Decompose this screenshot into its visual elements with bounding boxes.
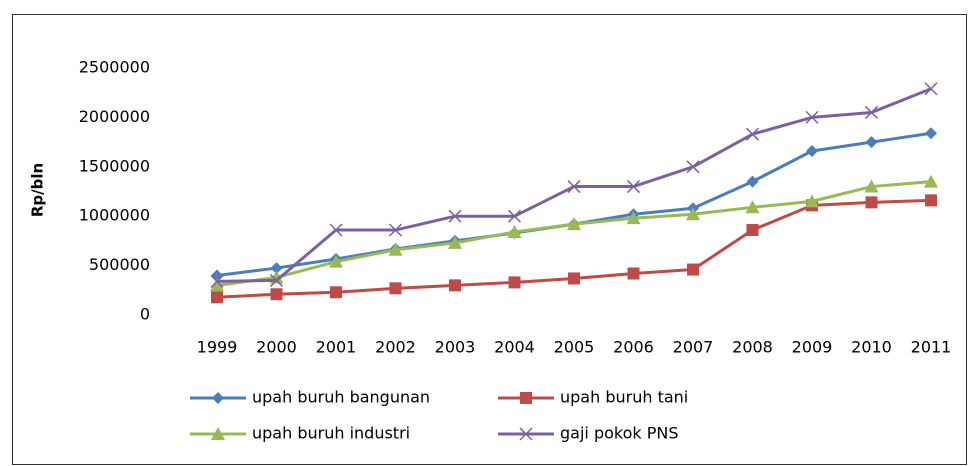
marker <box>626 211 641 225</box>
marker <box>210 274 224 288</box>
marker <box>864 179 879 193</box>
marker <box>270 288 283 301</box>
x-tick-label: 1999 <box>197 338 238 357</box>
marker <box>687 263 699 276</box>
x-tick-label: 2005 <box>554 338 595 357</box>
marker <box>568 272 580 285</box>
marker <box>211 427 225 440</box>
marker <box>270 262 283 275</box>
marker <box>448 235 462 249</box>
legend-label: upah buruh industri <box>252 424 410 443</box>
marker <box>686 207 700 221</box>
x-tick-label: 2004 <box>494 338 535 357</box>
y-tick-label: 2000000 <box>79 107 150 126</box>
marker <box>746 224 759 237</box>
marker <box>686 160 700 174</box>
legend-label: gaji pokok PNS <box>560 424 679 443</box>
marker <box>745 127 760 141</box>
y-axis-label: Rp/bln <box>29 163 47 217</box>
x-tick-label: 2007 <box>673 338 714 357</box>
x-tick-label: 2000 <box>256 338 297 357</box>
marker <box>507 209 522 223</box>
marker <box>925 194 937 207</box>
marker <box>449 279 461 292</box>
marker <box>329 223 343 237</box>
y-tick-label: 2500000 <box>79 58 150 77</box>
marker <box>507 225 522 239</box>
marker <box>520 392 532 404</box>
marker <box>329 254 343 268</box>
marker <box>269 273 284 287</box>
marker <box>211 291 223 304</box>
marker <box>508 276 521 289</box>
marker <box>806 144 818 157</box>
chart-frame <box>12 14 967 465</box>
legend-label: upah buruh bangunan <box>252 388 430 407</box>
legend-label: upah buruh tani <box>560 388 688 407</box>
marker <box>567 217 581 231</box>
y-tick-label: 1500000 <box>79 156 150 175</box>
marker <box>805 194 819 208</box>
marker <box>567 180 581 194</box>
marker <box>925 127 937 140</box>
marker <box>745 200 760 214</box>
marker <box>746 175 759 188</box>
marker <box>924 82 938 96</box>
x-tick-label: 2006 <box>613 338 654 357</box>
marker <box>864 105 879 119</box>
marker <box>626 180 641 194</box>
x-tick-label: 2002 <box>375 338 416 357</box>
marker <box>389 282 402 295</box>
marker <box>448 209 462 223</box>
x-tick-label: 2009 <box>792 338 833 357</box>
marker <box>330 286 342 299</box>
y-tick-label: 0 <box>140 305 150 324</box>
marker <box>865 136 878 149</box>
x-tick-label: 2010 <box>851 338 892 357</box>
x-tick-label: 2003 <box>435 338 476 357</box>
marker <box>212 392 224 404</box>
y-tick-label: 1000000 <box>79 206 150 225</box>
marker <box>388 223 403 237</box>
marker <box>388 242 403 256</box>
marker <box>865 196 878 209</box>
x-tick-label: 2011 <box>911 338 952 357</box>
x-tick-label: 2001 <box>316 338 357 357</box>
marker <box>627 267 640 280</box>
marker <box>210 278 224 292</box>
marker <box>519 427 533 441</box>
marker <box>805 110 819 124</box>
x-tick-label: 2008 <box>732 338 773 357</box>
marker <box>924 174 938 188</box>
y-tick-label: 500000 <box>89 255 150 274</box>
